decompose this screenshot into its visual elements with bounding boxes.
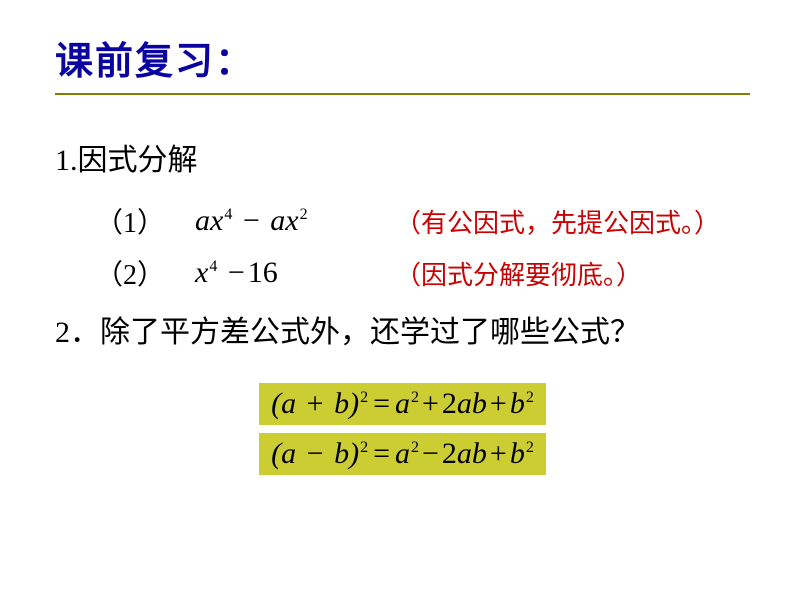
- problem-number: （1）: [95, 201, 195, 241]
- problem-number: （2）: [95, 253, 195, 293]
- slide: 课前复习： 1.因式分解 （1） ax4 − ax2 （有公因式，先提公因式。）…: [0, 0, 800, 600]
- section2-heading: 2．除了平方差公式外，还学过了哪些公式？: [55, 307, 750, 351]
- expression-1: ax4 − ax2: [195, 204, 395, 238]
- formula-area: (a + b)2=a2+2ab+b2 (a − b)2=a2−2ab+b2: [55, 379, 750, 479]
- formula-2: (a − b)2=a2−2ab+b2: [259, 433, 546, 475]
- section1-heading: 1.因式分解: [55, 135, 750, 179]
- note-2: （因式分解要彻底。）: [395, 255, 642, 292]
- note-1: （有公因式，先提公因式。）: [395, 203, 720, 240]
- problem-row: （2） x4 −16 （因式分解要彻底。）: [95, 253, 750, 293]
- expression-2: x4 −16: [195, 256, 395, 290]
- formula-1: (a + b)2=a2+2ab+b2: [259, 383, 546, 425]
- problem-row: （1） ax4 − ax2 （有公因式，先提公因式。）: [95, 201, 750, 241]
- title-underline: [55, 93, 750, 95]
- slide-title: 课前复习：: [55, 30, 750, 85]
